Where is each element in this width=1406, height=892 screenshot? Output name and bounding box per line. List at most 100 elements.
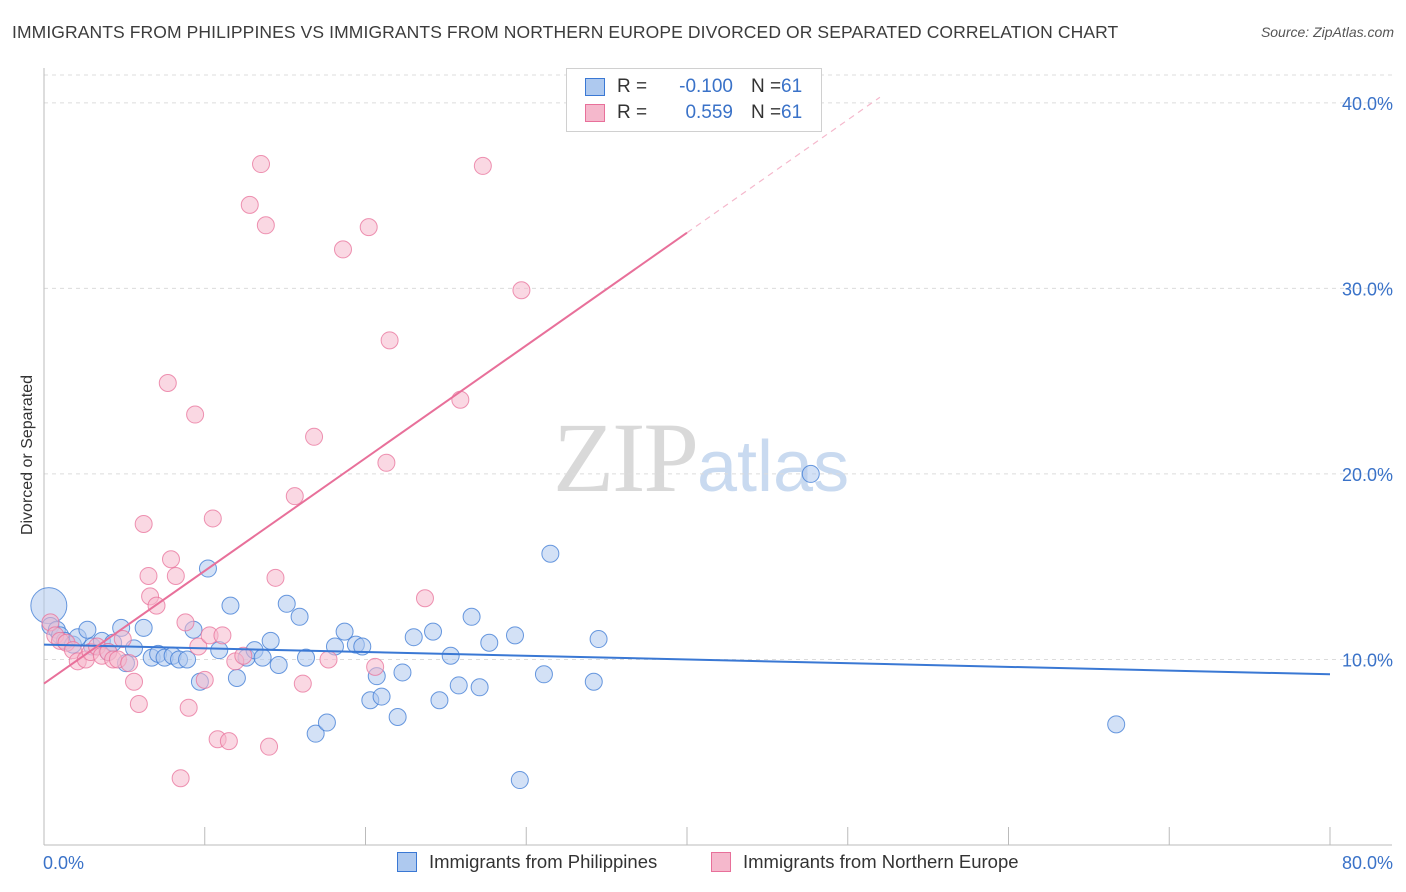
northern-europe-point	[377, 453, 396, 472]
legend-n-value: 61	[781, 102, 803, 123]
y-tick-label: 10.0%	[1342, 650, 1393, 670]
philippines-trendline	[43, 643, 1331, 676]
philippines-point	[449, 676, 468, 695]
northern-europe-point	[293, 674, 312, 693]
northern-europe-point	[134, 515, 153, 534]
northern-europe-point	[189, 637, 208, 656]
northern-europe-point	[359, 218, 378, 237]
legend-r-label: R =	[617, 76, 648, 97]
northern-europe-point	[139, 566, 158, 585]
philippines-point	[297, 648, 316, 667]
northern-europe-point	[252, 155, 271, 174]
northern-europe-point	[260, 737, 279, 756]
legend-swatch-pink	[585, 104, 605, 122]
legend-r-value: -0.100	[679, 76, 733, 97]
philippines-point	[221, 596, 240, 615]
philippines-point	[584, 672, 603, 691]
northern-europe-point	[125, 672, 144, 691]
northern-europe-point	[179, 698, 198, 717]
northern-europe-point	[213, 626, 232, 645]
philippines-point	[510, 771, 529, 790]
legend-label-philippines: Immigrants from Philippines	[429, 851, 658, 872]
legend-item-northern-europe[interactable]: Immigrants from Northern Europe	[711, 851, 1019, 873]
northern-europe-point	[285, 487, 304, 506]
legend-label-northern-europe: Immigrants from Northern Europe	[743, 851, 1019, 872]
philippines-point	[404, 628, 423, 647]
northern-europe-point	[203, 509, 222, 528]
philippines-point	[78, 620, 97, 639]
philippines-point	[227, 669, 246, 688]
philippines-point	[534, 665, 553, 684]
northern-europe-point	[120, 654, 139, 673]
philippines-point	[462, 607, 481, 626]
legend-swatch-blue	[585, 78, 605, 96]
y-tick-label: 40.0%	[1342, 94, 1393, 114]
philippines-point	[335, 622, 354, 641]
legend-r-value: 0.559	[685, 102, 733, 123]
legend-item-philippines[interactable]: Immigrants from Philippines	[397, 851, 657, 873]
y-axis-label: Divorced or Separated	[19, 374, 36, 536]
philippines-point	[317, 713, 336, 732]
legend-swatch-pink	[711, 852, 731, 872]
y-tick-label: 20.0%	[1342, 465, 1393, 485]
philippines-point	[388, 707, 407, 726]
northern-europe-point	[219, 732, 238, 751]
philippines-point	[801, 464, 820, 483]
northern-europe-point	[333, 240, 352, 259]
northern-europe-point	[176, 613, 195, 632]
philippines-point	[1107, 715, 1126, 734]
legend-swatch-blue	[397, 852, 417, 872]
philippines-point	[290, 607, 309, 626]
northern-europe-point	[473, 156, 492, 175]
northern-europe-point	[158, 374, 177, 392]
northern-europe-point	[256, 216, 275, 235]
philippines-point	[424, 622, 443, 641]
philippines-point	[480, 633, 499, 652]
northern-europe-point	[166, 566, 185, 585]
northern-europe-point	[366, 657, 385, 676]
philippines-point	[372, 687, 391, 706]
philippines-point	[306, 724, 325, 743]
philippines-point	[178, 650, 197, 669]
philippines-point	[589, 630, 608, 649]
northern-europe-point	[234, 646, 253, 665]
x-tick-label-max: 80.0%	[1342, 853, 1393, 873]
philippines-point	[269, 656, 288, 675]
x-tick-label-min: 0.0%	[43, 853, 84, 873]
northern-europe-point	[305, 427, 324, 446]
northern-europe-trendline	[43, 231, 688, 685]
philippines-point	[210, 641, 229, 660]
correlation-legend: R = -0.100 N = 61 R = 0.559 N = 61	[566, 68, 822, 132]
northern-europe-point	[195, 670, 214, 689]
philippines-point	[353, 637, 372, 656]
northern-europe-point	[380, 331, 399, 350]
philippines-point	[253, 648, 272, 667]
philippines-point	[505, 626, 524, 645]
watermark-atlas: atlas	[697, 427, 850, 507]
northern-europe-point	[161, 550, 180, 569]
philippines-point	[134, 618, 153, 637]
philippines-point	[470, 678, 489, 697]
philippines-point	[441, 646, 460, 665]
northern-europe-point	[512, 281, 531, 300]
legend-row-philippines: R = -0.100 N = 61	[585, 74, 802, 100]
watermark: ZIPatlas	[553, 400, 849, 515]
legend-n-label: N =	[751, 76, 782, 97]
philippines-point	[541, 544, 560, 563]
legend-r-label: R =	[617, 102, 648, 123]
y-tick-label: 30.0%	[1342, 279, 1393, 299]
northern-europe-point	[129, 694, 148, 713]
legend-n-label: N =	[751, 102, 782, 123]
philippines-point	[277, 594, 296, 613]
legend-n-value: 61	[781, 76, 803, 97]
source-label: Source: ZipAtlas.com	[1260, 24, 1394, 40]
philippines-point	[393, 663, 412, 682]
northern-europe-point	[319, 650, 338, 669]
northern-europe-point	[186, 405, 205, 424]
watermark-zip: ZIP	[553, 402, 699, 513]
series-legend: Immigrants from Philippines Immigrants f…	[0, 851, 1406, 879]
northern-europe-point	[113, 630, 132, 649]
northern-europe-point	[451, 390, 470, 409]
legend-row-northern-europe: R = 0.559 N = 61	[585, 100, 802, 126]
